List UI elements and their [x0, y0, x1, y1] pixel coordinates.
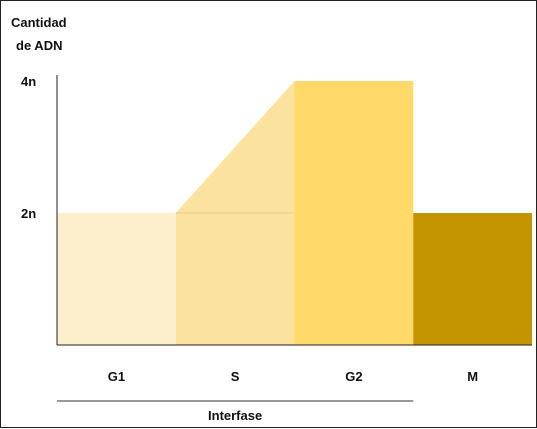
- x-tick-label-m: M: [467, 369, 478, 384]
- chart-labels: G1 S G2 M 4n 2n Interfase: [21, 74, 478, 423]
- x-tick-label-g1: G1: [108, 369, 125, 384]
- x-tick-label-s: S: [231, 369, 240, 384]
- y-axis-label-line-1: Cantidad: [11, 15, 67, 30]
- y-axis-label-line-2: de ADN: [16, 38, 62, 53]
- phase-area-m: [413, 213, 532, 345]
- x-tick-label-g2: G2: [345, 369, 362, 384]
- chart-marks: [57, 81, 532, 345]
- group-label-interfase: Interfase: [208, 408, 262, 423]
- y-tick-label-2n: 2n: [21, 206, 36, 221]
- y-tick-label-4n: 4n: [21, 74, 36, 89]
- phase-area-g2: [294, 81, 414, 345]
- phase-area-g1: [57, 213, 176, 345]
